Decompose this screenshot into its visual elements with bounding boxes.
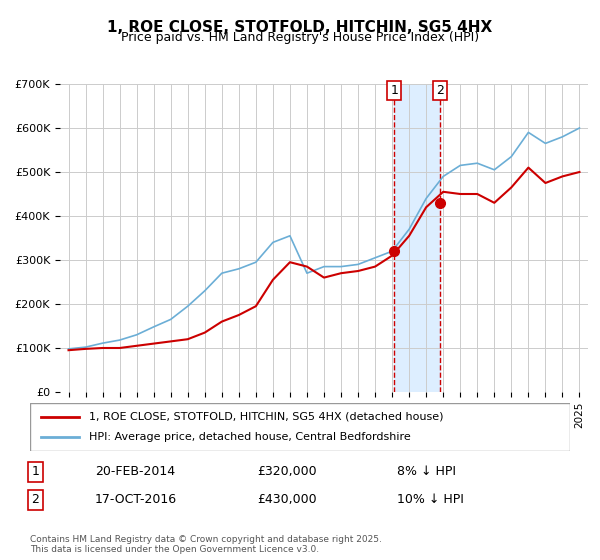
- Text: 8% ↓ HPI: 8% ↓ HPI: [397, 465, 456, 478]
- Text: £430,000: £430,000: [257, 493, 316, 506]
- Text: 20-FEB-2014: 20-FEB-2014: [95, 465, 175, 478]
- Bar: [394, 84, 440, 392]
- Text: 1: 1: [31, 465, 40, 478]
- Text: 1, ROE CLOSE, STOTFOLD, HITCHIN, SG5 4HX: 1, ROE CLOSE, STOTFOLD, HITCHIN, SG5 4HX: [107, 20, 493, 35]
- Text: 17-OCT-2016: 17-OCT-2016: [95, 493, 177, 506]
- Text: 1: 1: [391, 84, 398, 97]
- Text: 1, ROE CLOSE, STOTFOLD, HITCHIN, SG5 4HX (detached house): 1, ROE CLOSE, STOTFOLD, HITCHIN, SG5 4HX…: [89, 412, 444, 422]
- Text: Price paid vs. HM Land Registry's House Price Index (HPI): Price paid vs. HM Land Registry's House …: [121, 31, 479, 44]
- Text: 2: 2: [31, 493, 40, 506]
- Text: 2: 2: [436, 84, 443, 97]
- Text: 10% ↓ HPI: 10% ↓ HPI: [397, 493, 464, 506]
- Text: HPI: Average price, detached house, Central Bedfordshire: HPI: Average price, detached house, Cent…: [89, 432, 411, 442]
- FancyBboxPatch shape: [30, 403, 570, 451]
- Text: £320,000: £320,000: [257, 465, 316, 478]
- Text: Contains HM Land Registry data © Crown copyright and database right 2025.
This d: Contains HM Land Registry data © Crown c…: [30, 535, 382, 554]
